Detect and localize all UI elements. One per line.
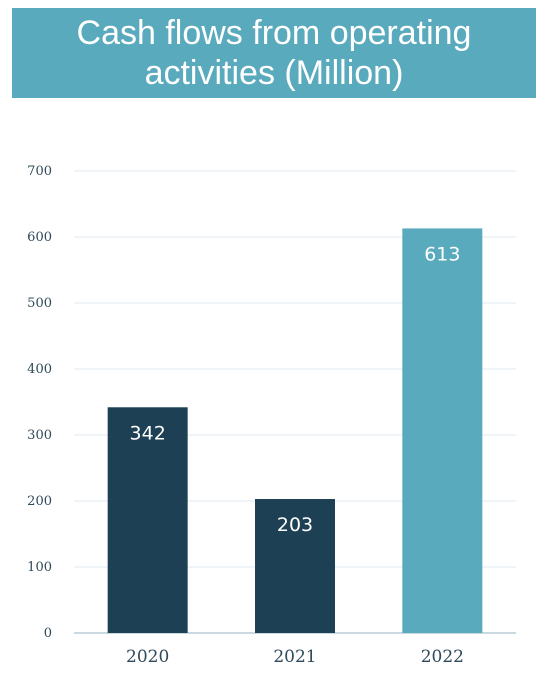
chart-title: Cash flows from operating activities (Mi… [76,14,472,92]
y-tick-label: 100 [27,560,52,575]
y-tick-label: 700 [27,164,52,179]
y-tick-label: 400 [27,362,52,377]
y-tick-label: 200 [27,494,52,509]
x-axis-ticks: 2020 2021 2022 [126,647,464,667]
x-tick-label: 2022 [421,647,464,667]
data-label: 203 [277,514,313,536]
bar-2022 [402,228,483,634]
bar-2020 [107,407,188,633]
bars: 342 203 613 [107,228,483,634]
x-tick-label: 2021 [273,647,316,667]
data-label: 613 [424,243,460,265]
y-tick-label: 0 [44,626,52,641]
y-tick-label: 300 [27,428,52,443]
y-axis-ticks: 0 100 200 300 400 500 600 700 [27,164,52,641]
y-tick-label: 500 [27,296,52,311]
title-banner: Cash flows from operating activities (Mi… [12,8,536,98]
x-tick-label: 2020 [126,647,169,667]
data-label: 342 [130,422,166,444]
bar-2021 [255,499,335,633]
y-tick-label: 600 [27,230,52,245]
